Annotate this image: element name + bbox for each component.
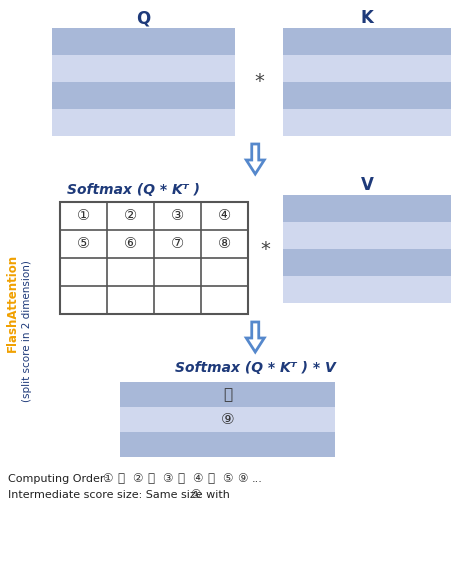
- Text: Q: Q: [137, 9, 150, 27]
- Text: Softmax (Q * Kᵀ ): Softmax (Q * Kᵀ ): [67, 183, 200, 197]
- Bar: [283, 28, 451, 55]
- Text: ①: ①: [190, 488, 200, 502]
- Text: Computing Order:: Computing Order:: [8, 474, 108, 484]
- Text: FlashAttention: FlashAttention: [6, 254, 19, 352]
- Text: ⑤: ⑤: [77, 236, 90, 251]
- Bar: [283, 109, 451, 136]
- Text: ④: ④: [218, 208, 231, 223]
- Text: V: V: [360, 176, 374, 194]
- Text: ⑨: ⑨: [221, 412, 234, 427]
- Text: ②: ②: [132, 472, 142, 486]
- Text: ①: ①: [77, 208, 90, 223]
- Text: Softmax (Q * Kᵀ ) * V: Softmax (Q * Kᵀ ) * V: [175, 361, 336, 375]
- Text: ⑤: ⑤: [222, 472, 232, 486]
- Text: ⑨: ⑨: [237, 472, 248, 486]
- Text: *: *: [254, 72, 264, 91]
- Bar: [283, 222, 451, 249]
- Text: Intermediate score size: Same size with: Intermediate score size: Same size with: [8, 490, 233, 500]
- Text: ⓪: ⓪: [223, 387, 232, 402]
- Bar: [283, 55, 451, 82]
- Text: ④: ④: [192, 472, 202, 486]
- Polygon shape: [246, 144, 264, 174]
- Text: ⓪: ⓪: [177, 472, 184, 486]
- Bar: [60, 202, 248, 314]
- Bar: [120, 407, 335, 432]
- Bar: [283, 82, 451, 109]
- Text: ③: ③: [162, 472, 172, 486]
- Bar: [52, 109, 235, 136]
- Bar: [120, 432, 335, 457]
- Bar: [283, 195, 451, 222]
- Bar: [52, 28, 235, 55]
- Text: K: K: [360, 9, 374, 27]
- Text: ⓪: ⓪: [147, 472, 154, 486]
- Bar: [120, 382, 335, 407]
- Text: ⓪: ⓪: [207, 472, 214, 486]
- Text: ①: ①: [102, 472, 112, 486]
- Text: ⑦: ⑦: [171, 236, 184, 251]
- Bar: [52, 82, 235, 109]
- Text: ...: ...: [252, 474, 263, 484]
- Text: *: *: [260, 239, 270, 258]
- Text: ②: ②: [124, 208, 137, 223]
- Text: ⑥: ⑥: [124, 236, 137, 251]
- Text: ③: ③: [171, 208, 184, 223]
- Bar: [52, 55, 235, 82]
- Text: ⑧: ⑧: [218, 236, 231, 251]
- Text: (split score in 2 dimension): (split score in 2 dimension): [22, 260, 32, 402]
- Bar: [283, 249, 451, 276]
- Text: ⓪: ⓪: [117, 472, 124, 486]
- Polygon shape: [246, 322, 264, 352]
- Bar: [283, 276, 451, 303]
